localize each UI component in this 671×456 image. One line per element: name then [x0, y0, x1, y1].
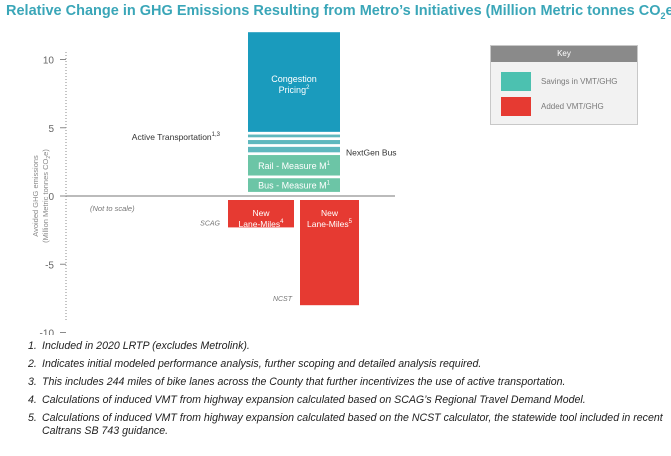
y-tick-label: 5	[48, 124, 54, 135]
added-bar-label: Lane-Miles4	[239, 219, 285, 229]
added-bar	[300, 200, 359, 306]
key-swatch-savings	[501, 72, 531, 91]
savings-bar-segment	[248, 178, 340, 192]
added-bar	[228, 200, 294, 228]
y-axis-label: Avoided GHG emissions(Million Metric ton…	[31, 149, 52, 243]
segment-label: Bus - Measure M1	[258, 181, 331, 191]
footnote-number: 2.	[28, 358, 37, 370]
footnote-text: Calculations of induced VMT from highway…	[42, 394, 586, 406]
chart-title-subscript: 2	[660, 10, 666, 21]
footnote-1: 1. Included in 2020 LRTP (excludes Metrol…	[28, 340, 671, 353]
key-item-added: Added VMT/GHG	[501, 97, 604, 116]
footnote-text: Indicates initial modeled performance an…	[42, 358, 482, 370]
key-title: Key	[491, 46, 637, 62]
chart-title-text: Relative Change in GHG Emissions Resulti…	[6, 3, 661, 19]
chart-title: Relative Change in GHG Emissions Resulti…	[6, 3, 671, 21]
added-bar-label: New	[321, 208, 339, 218]
key-label-added: Added VMT/GHG	[541, 102, 604, 111]
not-to-scale-note: (Not to scale)	[90, 204, 135, 213]
savings-bar-segment	[248, 146, 340, 153]
footnote-2: 2. Indicates initial modeled performance …	[28, 358, 671, 371]
y-tick-label: -10	[40, 329, 55, 336]
footnote-text: Included in 2020 LRTP (excludes Metrolin…	[42, 340, 250, 352]
footnote-text: This includes 244 miles of bike lanes ac…	[42, 376, 566, 388]
segment-label: Pricing2	[279, 85, 311, 95]
footnote-number: 3.	[28, 376, 37, 388]
footnote-4: 4. Calculations of induced VMT from highw…	[28, 394, 671, 407]
footnote-number: 1.	[28, 340, 37, 352]
source-label: SCAG	[200, 221, 220, 228]
added-bar-label: New	[252, 208, 270, 218]
key-label-savings: Savings in VMT/GHG	[541, 77, 618, 86]
footnote-3: 3. This includes 244 miles of bike lanes …	[28, 376, 671, 389]
chart-key: Key Savings in VMT/GHG Added VMT/GHG	[490, 45, 638, 125]
footnote-number: 5.	[28, 412, 37, 424]
footnote-5: 5. Calculations of induced VMT from highw…	[28, 412, 671, 438]
savings-bar-segment	[248, 32, 340, 132]
footnotes: 1. Included in 2020 LRTP (excludes Metrol…	[28, 340, 671, 443]
y-tick-label: 10	[43, 56, 55, 67]
y-tick-label: -5	[45, 260, 54, 271]
footnote-text: Calculations of induced VMT from highway…	[42, 412, 663, 437]
savings-bar-segment	[248, 140, 340, 145]
savings-bar-segment	[248, 155, 340, 176]
segment-label: Active Transportation1,3	[132, 132, 221, 142]
segment-label: Rail - Measure M1	[258, 161, 331, 171]
chart-title-end: e)	[665, 3, 671, 19]
segment-label: Congestion	[271, 74, 317, 84]
segment-label: NextGen Bus	[346, 148, 397, 158]
y-tick-label: 0	[48, 192, 54, 203]
key-item-savings: Savings in VMT/GHG	[501, 72, 617, 91]
savings-bar-segment	[248, 134, 340, 138]
footnote-number: 4.	[28, 394, 37, 406]
key-swatch-added	[501, 97, 531, 116]
ghg-chart: 10 5 0 -5 -10 Avoided GHG emissions(Million M…	[31, 32, 397, 336]
source-label: NCST	[273, 296, 293, 303]
added-bar-label: Lane-Miles5	[307, 219, 353, 229]
